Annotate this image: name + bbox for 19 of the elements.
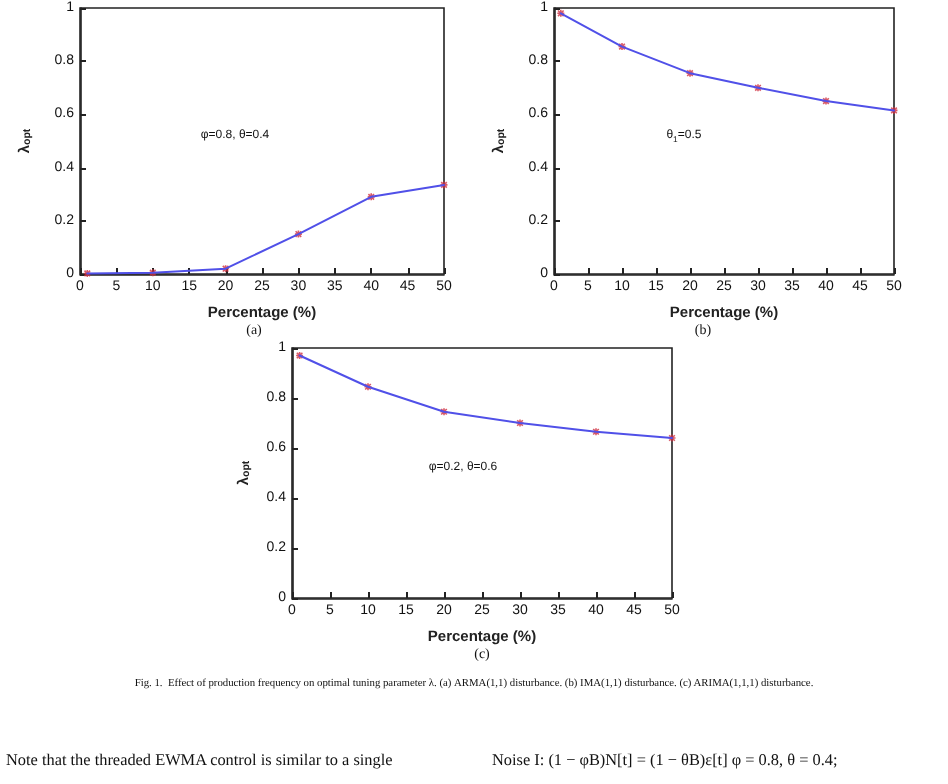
- point: [617, 42, 627, 51]
- point: [221, 264, 230, 273]
- point: [753, 83, 763, 93]
- point: [439, 407, 449, 417]
- point: [667, 433, 677, 443]
- point: [685, 68, 695, 78]
- point: [515, 418, 525, 428]
- point: [439, 180, 449, 190]
- line-series: [86, 183, 445, 275]
- point: [294, 229, 303, 239]
- text: Noise I: (1 − φB)N[t] = (1 − θB)ε[t] φ = 0.8, θ = 0.4;: [492, 751, 838, 769]
- line-series: [559, 12, 895, 112]
- text: Note that the threaded EWMA control is similar to a single: [6, 751, 394, 769]
- point: [821, 96, 831, 106]
- point: [591, 427, 601, 437]
- point: [366, 192, 376, 202]
- point: [363, 382, 373, 392]
- point: [889, 106, 899, 115]
- line-series: [298, 354, 673, 439]
